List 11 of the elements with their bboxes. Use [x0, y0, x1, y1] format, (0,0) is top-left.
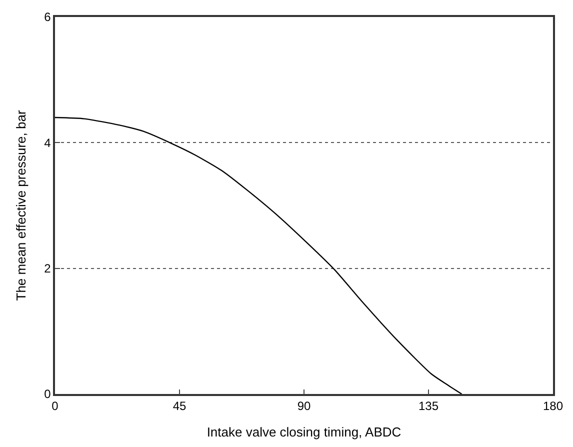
y-tick-label: 4: [44, 136, 52, 150]
x-tick-label: 135: [418, 399, 439, 414]
x-axis-title: Intake valve closing timing, ABDC: [206, 424, 402, 440]
y-axis-title: The mean effective pressure, bar: [14, 110, 29, 301]
y-tick-label: 0: [44, 387, 52, 402]
line-series: [55, 116, 462, 394]
y-tick-label: 6: [44, 10, 52, 24]
x-tick-label: 180: [542, 399, 564, 414]
x-tick-label: 45: [172, 399, 186, 414]
x-tick-label: 90: [297, 399, 311, 414]
y-tick-label: 2: [44, 262, 52, 276]
